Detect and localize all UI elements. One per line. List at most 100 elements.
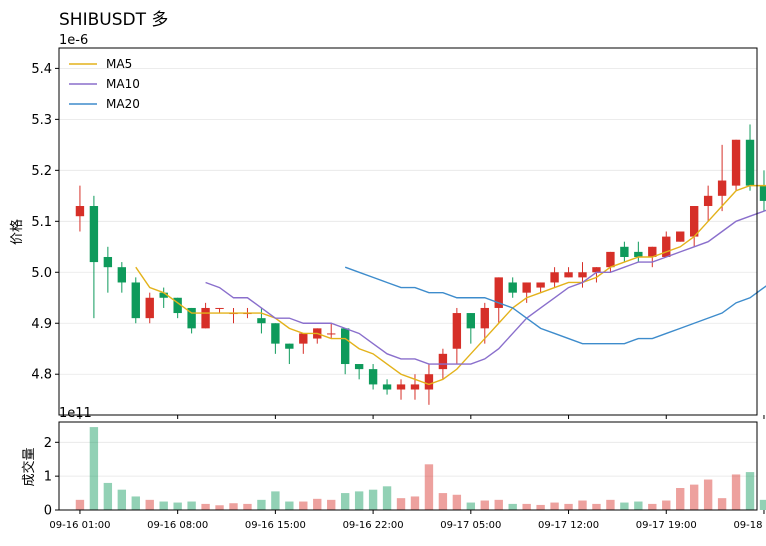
x-ticks: 09-16 01:00 09-16 08:00 09-16 15:00 09-16 2… <box>49 415 766 531</box>
volume-panel-frame <box>58 421 758 511</box>
candle-down <box>466 313 476 329</box>
candle-up <box>424 374 434 390</box>
volume-bar <box>117 489 127 510</box>
volume-bar <box>243 503 252 510</box>
candle-down <box>187 307 196 329</box>
volume-bar <box>354 491 364 510</box>
volume-bar <box>689 484 699 510</box>
volume-bar <box>131 496 140 510</box>
volume-bar <box>480 500 489 510</box>
candle-up <box>201 307 210 329</box>
candle-down <box>382 384 392 390</box>
volume-bar <box>466 502 476 510</box>
candle-up <box>703 195 713 207</box>
x-tick-label: 09-16 01:00 <box>49 520 110 531</box>
volume-bar <box>368 489 378 510</box>
volume-bar <box>550 502 559 510</box>
volume-bar <box>676 488 685 510</box>
volume-bar <box>187 501 196 510</box>
price-tick-label: 5.1 <box>31 215 52 230</box>
price-axis-label: 价格 <box>9 219 25 245</box>
candle-down <box>508 282 517 293</box>
volume-bar <box>396 498 406 510</box>
candle-up <box>299 333 308 344</box>
volume-bar <box>75 499 85 510</box>
volume-bar <box>340 493 350 510</box>
volume-bar <box>103 482 113 510</box>
price-grid <box>59 67 757 375</box>
volume-bar <box>382 486 392 510</box>
volume-bar <box>201 503 210 510</box>
volume-tick-label: 2 <box>44 436 52 451</box>
volume-bar <box>564 503 573 510</box>
candle-down <box>634 251 643 257</box>
price-tick-label: 5.2 <box>31 164 52 179</box>
volume-bar <box>145 499 154 510</box>
volume-bar <box>438 493 448 510</box>
candle-up <box>648 246 657 257</box>
volume-bar <box>271 491 280 510</box>
volume-bar <box>494 499 503 510</box>
volume-bar <box>159 501 168 510</box>
volume-bar <box>648 503 657 510</box>
candles <box>75 124 766 405</box>
candle-up <box>536 282 545 288</box>
price-tick-label: 5.0 <box>31 266 52 281</box>
volume-tick-label: 0 <box>44 504 52 519</box>
moving-average-lines <box>135 184 766 386</box>
candle-down <box>173 297 182 314</box>
candle-up <box>564 272 573 278</box>
candle-up <box>676 231 685 242</box>
volume-bar <box>578 500 587 510</box>
volume-bar <box>522 503 531 510</box>
candle-up <box>522 282 531 293</box>
volume-bar <box>620 502 629 510</box>
candle-down <box>89 206 99 263</box>
x-tick-label: 09-18 02:00 <box>733 520 766 531</box>
volume-bar <box>745 472 755 510</box>
volume-bar <box>592 503 601 510</box>
candle-down <box>759 185 766 201</box>
candle-down <box>340 328 350 365</box>
volume-bar <box>452 494 462 510</box>
volume-bar <box>508 503 517 510</box>
candle-up <box>550 272 559 283</box>
legend-label-ma20: MA20 <box>106 97 140 111</box>
candle-up <box>215 307 224 309</box>
candle-up <box>689 206 699 237</box>
candle-down <box>354 364 364 370</box>
candle-up <box>606 251 615 268</box>
volume-tick-label: 1 <box>44 470 52 485</box>
price-panel-frame <box>58 47 758 416</box>
volume-bar <box>410 496 420 510</box>
x-tick-label: 09-17 05:00 <box>440 520 501 531</box>
legend: MA5 MA10 MA20 <box>69 57 140 111</box>
volume-bar <box>215 505 224 510</box>
price-offset-label: 1e-6 <box>59 33 88 48</box>
volume-bars <box>75 427 766 510</box>
candle-up <box>327 333 336 335</box>
volume-offset-label: 1e11 <box>59 406 92 421</box>
x-tick-label: 09-16 15:00 <box>245 520 306 531</box>
candle-down <box>257 318 266 324</box>
price-tick-label: 5.3 <box>31 113 52 128</box>
volume-bar <box>606 499 615 510</box>
volume-axis-label: 成交量 <box>21 447 37 486</box>
volume-bar <box>759 499 766 510</box>
price-tick-label: 4.9 <box>31 317 52 332</box>
volume-bar <box>257 499 266 510</box>
candle-up <box>438 353 448 370</box>
candle-down <box>117 267 127 283</box>
candle-up <box>731 139 741 186</box>
volume-bar <box>536 504 545 510</box>
ma5-line <box>135 184 766 386</box>
volume-bar <box>662 500 671 510</box>
candle-down <box>368 369 378 385</box>
volume-ticks: 0 1 2 <box>44 436 59 519</box>
volume-bar <box>703 479 713 510</box>
volume-bar <box>717 498 727 510</box>
candle-up <box>75 206 85 217</box>
price-tick-label: 4.8 <box>31 368 52 383</box>
volume-bar <box>731 474 741 510</box>
